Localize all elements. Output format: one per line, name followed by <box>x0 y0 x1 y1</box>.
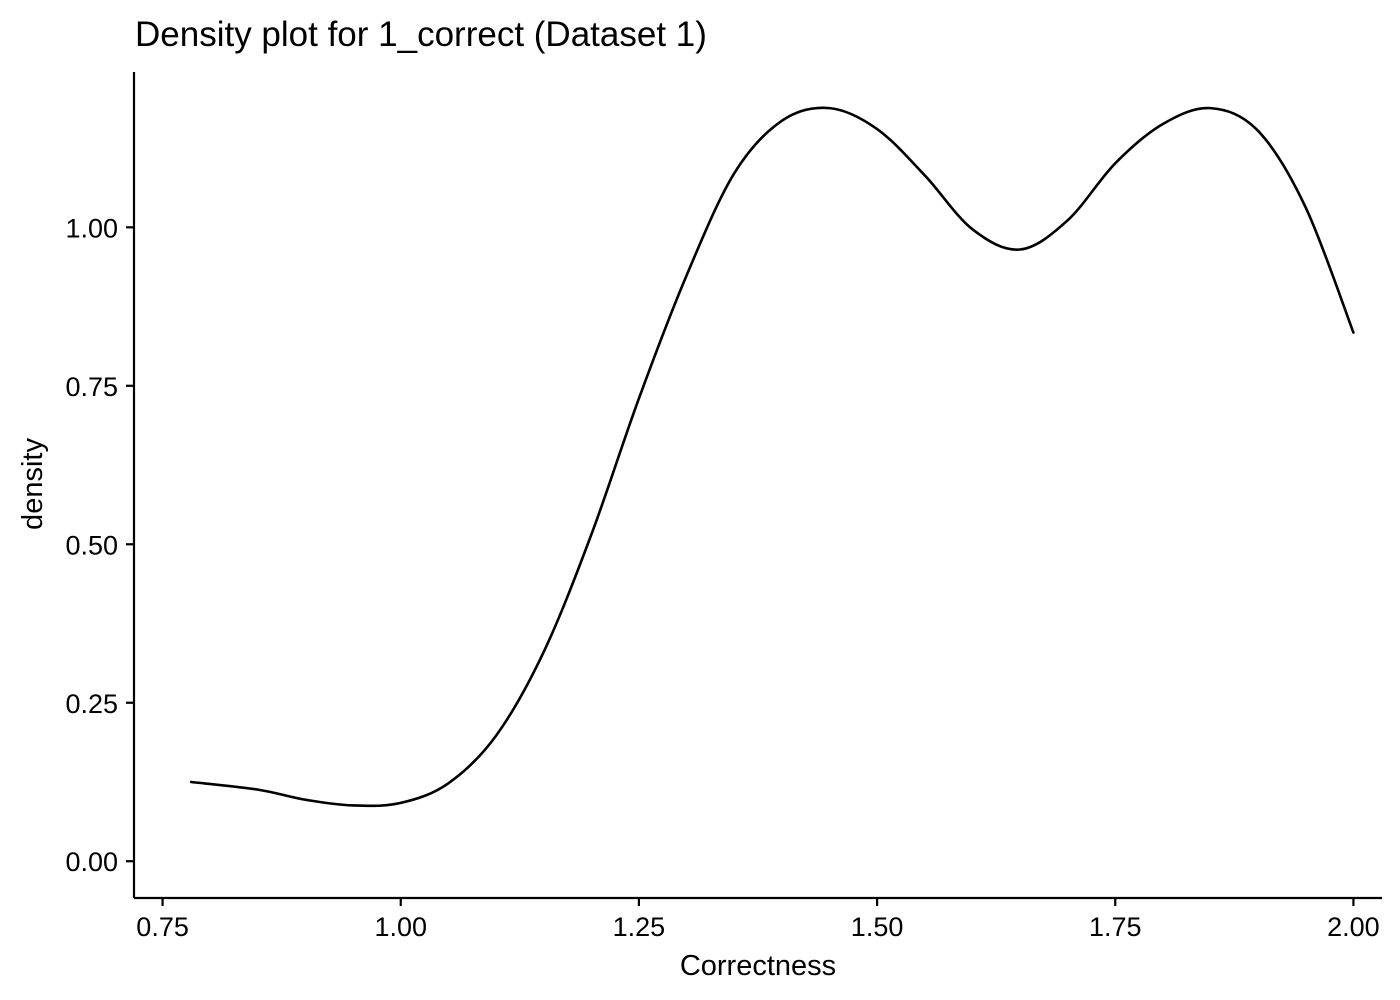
x-tick-label: 1.75 <box>1089 912 1142 942</box>
y-tick-label: 0.00 <box>65 847 118 877</box>
y-tick-label: 0.25 <box>65 689 118 719</box>
y-axis-ticks: 0.00 0.25 0.50 0.75 1.00 <box>65 213 134 877</box>
y-tick-label: 0.50 <box>65 530 118 560</box>
x-tick-label: 1.50 <box>851 912 904 942</box>
chart-title: Density plot for 1_correct (Dataset 1) <box>135 15 707 54</box>
density-line <box>189 106 1355 808</box>
x-tick-label: 0.75 <box>136 912 189 942</box>
y-axis-title: density <box>17 438 49 530</box>
x-tick-label: 1.25 <box>613 912 666 942</box>
y-tick-label: 1.00 <box>65 213 118 243</box>
y-tick-label: 0.75 <box>65 372 118 402</box>
plot-area: 0.75 1.00 1.25 1.50 1.75 2.00 0.00 0.25 0.50 0.7… <box>65 72 1382 942</box>
x-axis-title: Correctness <box>680 950 836 982</box>
x-tick-label: 2.00 <box>1327 912 1380 942</box>
x-axis-ticks: 0.75 1.00 1.25 1.50 1.75 2.00 <box>136 898 1380 942</box>
x-tick-label: 1.00 <box>374 912 427 942</box>
